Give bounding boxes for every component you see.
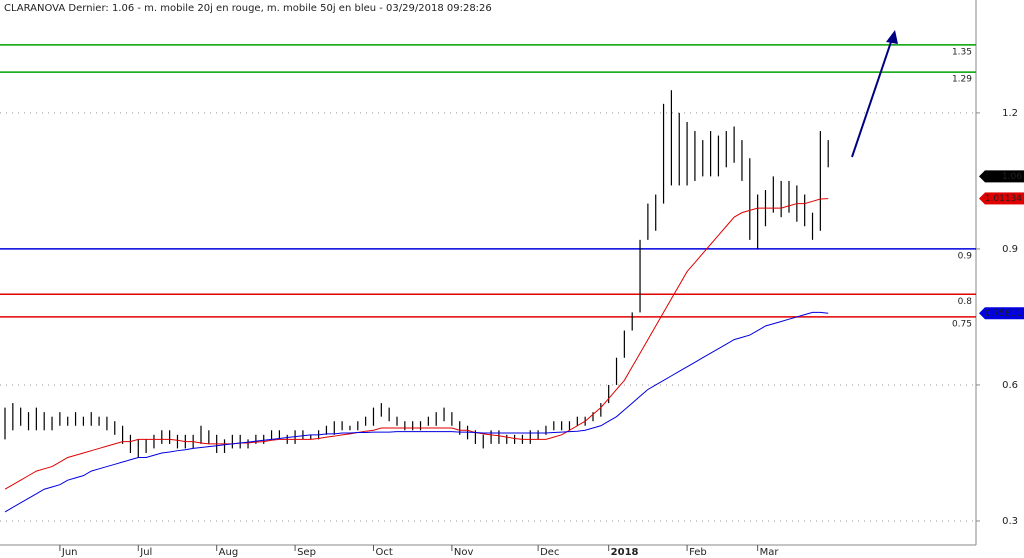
x-tick-label: Aug [219, 547, 239, 558]
y-tick-label: 0.9 [1002, 244, 1018, 255]
x-tick-label: Nov [454, 547, 474, 558]
moving-average [4, 311, 829, 513]
price-marker-label: 1.06 [1002, 172, 1022, 182]
price-marker-tip [979, 192, 985, 205]
plot: 0.3 0.6 0.9 1.2 Jun Jul Aug Sep Oct Nov Dec 2018 Feb… [0, 44, 1024, 558]
price-marker [985, 307, 1024, 320]
price-marker-label: 0.75811 [985, 309, 1022, 319]
level-label: 1.29 [952, 75, 972, 85]
arrow-head [886, 30, 898, 44]
x-tick-label: 2018 [611, 547, 639, 558]
price-marker [985, 170, 1024, 183]
price-marker-tip [979, 170, 985, 183]
y-tick-label: 1.2 [1002, 108, 1018, 119]
y-tick-label: 0.3 [1002, 516, 1018, 527]
price-marker-label: 1.01134 [985, 194, 1022, 204]
arrow-line [851, 35, 894, 158]
level-label: 0.9 [958, 251, 973, 261]
x-tick-label: Sep [297, 547, 316, 558]
chart-title: CLARANOVA Dernier: 1.06 - m. mobile 20j … [4, 3, 492, 14]
level-label: 1.35 [952, 47, 972, 57]
x-tick-label: Jul [139, 547, 152, 558]
x-tick-label: Feb [689, 547, 707, 558]
x-tick-label: Dec [540, 547, 559, 558]
y-tick-label: 0.6 [1002, 380, 1018, 391]
price-marker-tip [979, 307, 985, 320]
moving-average [4, 198, 829, 490]
level-label: 0.75 [952, 319, 972, 329]
price-marker [985, 192, 1024, 205]
x-tick-label: Jun [61, 547, 78, 558]
x-tick-label: Oct [375, 547, 392, 558]
x-tick-label: Mar [760, 547, 780, 558]
level-label: 0.8 [958, 297, 973, 307]
